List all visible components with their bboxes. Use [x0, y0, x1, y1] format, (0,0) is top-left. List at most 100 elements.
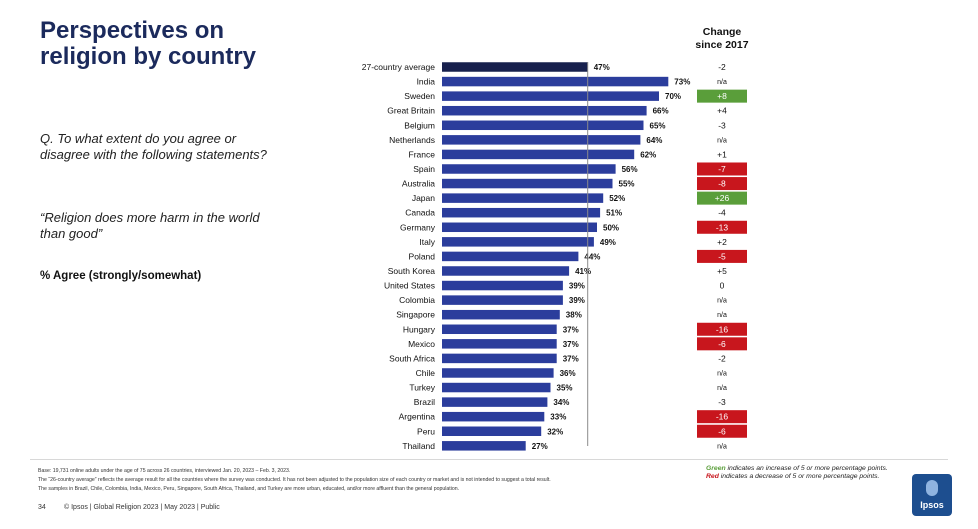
category-label: Mexico — [408, 339, 435, 349]
bar — [442, 120, 644, 131]
survey-question: Q. To what extent do you agree or disagr… — [40, 131, 267, 162]
data-label: 64% — [646, 136, 662, 145]
bar — [442, 368, 554, 378]
change-value: +2 — [717, 237, 727, 247]
category-label: Great Britain — [387, 106, 435, 116]
bar — [442, 309, 560, 320]
category-label: France — [409, 149, 436, 159]
category-label: Colombia — [399, 295, 435, 305]
change-value: +1 — [717, 149, 727, 159]
category-label: Germany — [400, 222, 436, 232]
change-highlight — [697, 220, 747, 234]
bar — [442, 295, 563, 305]
base-note-2: The “26-country average” reflects the av… — [38, 477, 551, 483]
data-label: 39% — [569, 282, 585, 291]
data-label: 36% — [560, 369, 576, 378]
category-label: Peru — [417, 426, 435, 436]
footer-text: © Ipsos | Global Religion 2023 | May 202… — [64, 504, 220, 511]
category-label: Brazil — [414, 397, 435, 407]
category-label: United States — [384, 281, 435, 291]
data-label: 55% — [619, 180, 635, 189]
category-label: Thailand — [402, 441, 435, 451]
change-highlight — [697, 337, 747, 351]
bar — [442, 193, 604, 203]
legend-red-text: indicates a decrease of 5 or more percen… — [718, 473, 880, 480]
change-value: -3 — [718, 120, 726, 130]
divider — [30, 459, 948, 460]
bar — [442, 91, 659, 101]
category-label: Spain — [413, 164, 435, 174]
data-label: 41% — [575, 267, 591, 276]
data-label: 33% — [550, 413, 566, 422]
change-value: +4 — [717, 106, 727, 116]
category-label: South Africa — [389, 353, 435, 363]
legend-red-word: Red — [706, 473, 719, 480]
change-column-header: Change since 2017 — [695, 26, 749, 51]
data-label: 47% — [594, 63, 610, 72]
bar — [442, 251, 579, 262]
bar — [442, 237, 594, 247]
change-value: 0 — [720, 281, 725, 291]
category-label: Australia — [402, 179, 435, 189]
bar — [442, 178, 613, 189]
data-label: 65% — [650, 121, 666, 130]
data-label: 37% — [563, 340, 579, 349]
data-label: 56% — [622, 165, 638, 174]
data-label: 66% — [653, 107, 669, 116]
change-value: -7 — [718, 164, 726, 174]
page-title: Perspectives on religion by country — [40, 17, 257, 70]
data-label: 44% — [584, 252, 600, 261]
bar — [442, 164, 616, 174]
change-value: -2 — [718, 353, 726, 363]
legend-red: Red indicates a decrease of 5 or more pe… — [706, 473, 879, 481]
category-label: South Korea — [388, 266, 436, 276]
category-label: Italy — [419, 237, 435, 247]
change-value: -6 — [718, 339, 726, 349]
change-value: +8 — [717, 91, 727, 101]
measure-label: % Agree (strongly/somewhat) — [40, 270, 202, 282]
data-label: 37% — [563, 354, 579, 363]
bar — [442, 280, 563, 291]
bar — [442, 353, 557, 364]
bar — [442, 135, 641, 145]
data-label: 50% — [603, 223, 619, 232]
bar — [442, 324, 557, 335]
data-label: 70% — [665, 92, 681, 101]
category-label: Turkey — [409, 383, 435, 393]
change-highlight — [697, 89, 747, 103]
change-highlight — [697, 424, 747, 438]
change-highlight — [697, 322, 747, 336]
bar — [442, 382, 551, 393]
bar — [442, 441, 526, 451]
change-value: +5 — [717, 266, 727, 276]
bar — [442, 222, 597, 233]
change-value: n/a — [717, 443, 727, 450]
change-value: -5 — [718, 251, 726, 261]
data-label: 52% — [609, 194, 625, 203]
change-value: -16 — [716, 412, 729, 422]
change-highlight — [697, 249, 747, 263]
category-label: India — [417, 77, 436, 87]
bar — [442, 266, 570, 276]
bar — [442, 207, 601, 218]
data-label: 38% — [566, 311, 582, 320]
data-label: 39% — [569, 296, 585, 305]
data-label: 73% — [674, 78, 690, 87]
page-number: 34 — [38, 504, 46, 511]
data-label: 51% — [606, 209, 622, 218]
category-label: Chile — [416, 368, 436, 378]
change-value: -2 — [718, 62, 726, 72]
category-label: Poland — [409, 251, 436, 261]
data-label: 32% — [547, 427, 563, 436]
change-highlight — [697, 191, 747, 205]
change-value: -4 — [718, 208, 726, 218]
data-label: 34% — [553, 398, 569, 407]
logo-text: Ipsos — [920, 500, 944, 510]
change-value: -16 — [716, 324, 729, 334]
category-label: Belgium — [404, 120, 435, 130]
legend-green: Green indicates an increase of 5 or more… — [706, 465, 888, 473]
change-value: n/a — [717, 137, 727, 144]
bar — [442, 397, 548, 407]
category-label: Argentina — [399, 412, 436, 422]
